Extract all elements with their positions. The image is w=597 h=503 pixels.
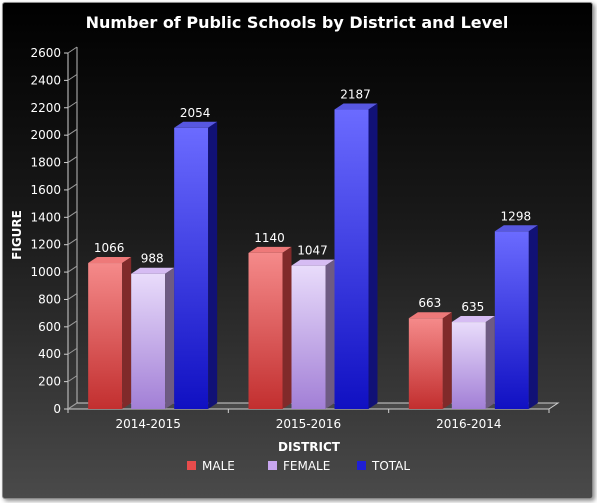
x-tick-label: 2015-2016 (276, 417, 341, 431)
y-tick-label: 0 (53, 402, 61, 416)
data-label: 663 (418, 296, 441, 310)
y-tick-label: 1400 (30, 210, 61, 224)
bar-side (325, 259, 335, 409)
y-tick-label: 2000 (30, 128, 61, 142)
chart-title: Number of Public Schools by District and… (86, 13, 509, 32)
y-tick-depth-mark (67, 293, 78, 300)
y-tick-depth-mark (67, 265, 78, 273)
bar-side (122, 257, 132, 409)
x-tick-label: 2016-2014 (436, 417, 501, 431)
bar-front (248, 252, 283, 409)
bar-total-2016-2014 (494, 225, 538, 409)
bar-top (334, 103, 378, 110)
bar-side (165, 267, 175, 409)
y-tick-depth-mark (67, 101, 78, 109)
y-tick-depth-mark (67, 347, 78, 355)
y-tick-depth-mark (67, 128, 78, 136)
bar-front (88, 263, 123, 409)
data-label: 1047 (297, 244, 328, 258)
y-tick-label: 2200 (30, 101, 61, 115)
legend-label: TOTAL (371, 459, 410, 473)
legend-swatch (357, 461, 366, 470)
y-axis-title: FIGURE (10, 210, 24, 260)
y-tick-depth-mark (67, 375, 78, 383)
bar-front (408, 318, 443, 409)
bar-top (88, 257, 132, 264)
bar-side (442, 312, 452, 409)
bar-front (334, 109, 369, 410)
y-tick-depth-mark (67, 238, 78, 246)
bar-front (131, 273, 166, 409)
bar-top (248, 246, 292, 253)
y-tick-depth-mark (67, 46, 78, 54)
bar-top (451, 316, 495, 323)
bar-top (174, 121, 218, 128)
legend-swatch (268, 461, 277, 470)
data-label: 1298 (501, 209, 532, 223)
y-tick-label: 1800 (30, 156, 61, 170)
y-tick-depth-mark (67, 210, 78, 218)
legend-item-female: FEMALE (268, 459, 330, 473)
bar-female-2014-2015 (131, 267, 175, 409)
data-label: 635 (461, 300, 484, 314)
data-label: 2187 (340, 88, 371, 102)
x-axis-title: DISTRICT (278, 440, 341, 454)
bar-female-2015-2016 (291, 259, 335, 409)
y-tick-depth-mark (67, 183, 78, 191)
data-label: 988 (141, 252, 164, 266)
bar-side (528, 225, 538, 409)
x-tick-label: 2014-2015 (115, 417, 180, 431)
bar-side (282, 246, 292, 409)
y-tick-label: 600 (38, 320, 61, 334)
bar-front (451, 322, 486, 409)
y-tick-label: 1000 (30, 265, 61, 279)
bar-male-2015-2016 (248, 246, 292, 409)
bar-total-2015-2016 (334, 103, 378, 410)
legend-swatch (187, 461, 196, 470)
bar-female-2016-2014 (451, 316, 495, 409)
bar-male-2014-2015 (88, 257, 132, 409)
bar-top (408, 312, 452, 319)
bar-front (494, 231, 529, 409)
y-tick-depth-mark (67, 320, 78, 328)
bar-top (291, 259, 335, 266)
y-tick-label: 400 (38, 347, 61, 361)
legend-item-male: MALE (187, 459, 235, 473)
data-label: 1066 (94, 241, 125, 255)
legend-label: MALE (202, 459, 235, 473)
y-tick-label: 2400 (30, 73, 61, 87)
y-tick-label: 2600 (30, 46, 61, 60)
bar-chart: Number of Public Schools by District and… (10, 13, 560, 473)
y-tick-label: 1200 (30, 238, 61, 252)
bar-front (174, 127, 209, 409)
legend-item-total: TOTAL (357, 459, 410, 473)
bar-top (131, 267, 175, 274)
chart-frame: Number of Public Schools by District and… (2, 2, 593, 499)
bar-front (291, 265, 326, 409)
legend-label: FEMALE (283, 459, 330, 473)
bar-side (368, 103, 378, 410)
y-tick-depth-mark (67, 73, 78, 81)
bar-male-2016-2014 (408, 312, 452, 409)
bar-side (208, 121, 218, 409)
bar-total-2014-2015 (174, 121, 218, 409)
data-label: 1140 (254, 231, 285, 245)
y-tick-label: 800 (38, 292, 61, 306)
y-tick-label: 200 (38, 375, 61, 389)
y-tick-depth-mark (67, 156, 78, 163)
y-tick-depth-mark (67, 402, 78, 410)
bar-top (494, 225, 538, 232)
bar-side (485, 316, 495, 409)
y-tick-label: 1600 (30, 183, 61, 197)
data-label: 2054 (180, 106, 211, 120)
